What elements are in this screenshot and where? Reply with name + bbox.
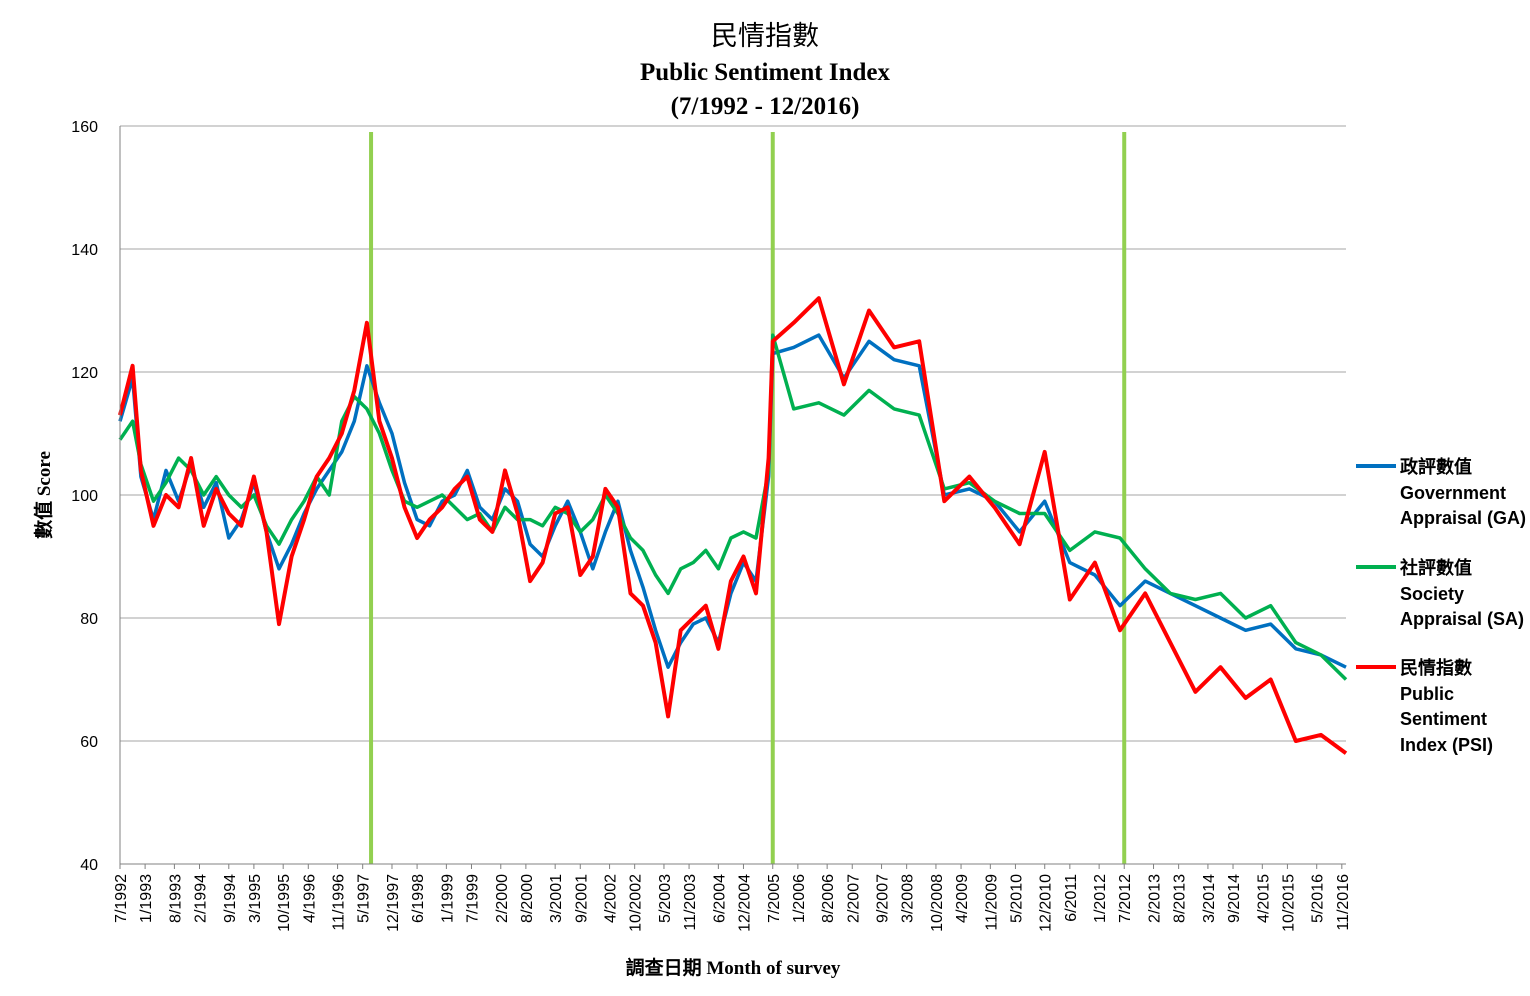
x-tick-label: 2/1994 bbox=[193, 874, 210, 923]
x-tick-label: 12/2010 bbox=[1038, 874, 1055, 932]
x-tick-label: 10/2015 bbox=[1280, 874, 1297, 932]
x-tick-label: 4/2009 bbox=[954, 874, 971, 923]
grid-lines bbox=[120, 125, 1346, 742]
y-tick-label: 140 bbox=[71, 242, 98, 259]
x-tick-label: 4/2002 bbox=[603, 874, 620, 923]
chart-title-en: Public Sentiment Index bbox=[640, 59, 891, 86]
vertical-markers bbox=[369, 132, 1127, 864]
x-tick-label: 6/1998 bbox=[410, 874, 427, 923]
x-tick-label: 6/2004 bbox=[711, 874, 728, 923]
legend-label-sa-en-1: Society bbox=[1400, 584, 1464, 604]
x-tick-label: 8/2000 bbox=[519, 874, 536, 923]
y-tick-label: 40 bbox=[80, 857, 98, 874]
x-tick-label: 8/1993 bbox=[167, 874, 184, 923]
legend-label-ga-en-1: Government bbox=[1400, 483, 1506, 503]
y-tick-label: 80 bbox=[80, 611, 98, 628]
x-tick-label: 7/1999 bbox=[464, 874, 481, 923]
x-tick-label: 1/1993 bbox=[138, 874, 155, 923]
x-tick-label: 1/2006 bbox=[791, 874, 808, 923]
x-tick-label: 12/2004 bbox=[736, 874, 753, 932]
x-tick-label: 9/2014 bbox=[1226, 874, 1243, 923]
x-tick-label: 8/2006 bbox=[820, 874, 837, 923]
x-tick-label: 2/2013 bbox=[1147, 874, 1164, 923]
x-tick-label: 7/2012 bbox=[1117, 874, 1134, 923]
x-tick-label: 3/2014 bbox=[1201, 874, 1218, 923]
x-tick-label: 3/1995 bbox=[247, 874, 264, 923]
x-tick-label: 10/2002 bbox=[628, 874, 645, 932]
x-tick-label: 9/2001 bbox=[573, 874, 590, 923]
y-tick-label: 100 bbox=[71, 488, 98, 505]
x-tick-label: 5/2016 bbox=[1310, 874, 1327, 923]
legend-item-psi: 民情指數 Public Sentiment Index (PSI) bbox=[1356, 657, 1493, 755]
x-tick-label: 4/1996 bbox=[301, 874, 318, 923]
x-tick-label: 1/1999 bbox=[439, 874, 456, 923]
x-tick-label: 10/1995 bbox=[276, 874, 293, 932]
x-tick-label: 7/2005 bbox=[766, 874, 783, 923]
x-tick-label: 11/2016 bbox=[1335, 874, 1352, 931]
x-tick-label: 8/2013 bbox=[1172, 874, 1189, 923]
legend-label-psi-en-2: Sentiment bbox=[1400, 709, 1487, 729]
legend-item-sa: 社評數值 Society Appraisal (SA) bbox=[1356, 557, 1524, 629]
x-tick-label: 4/2015 bbox=[1255, 874, 1272, 923]
x-tick-label: 10/2008 bbox=[929, 874, 946, 932]
legend-label-psi-en-3: Index (PSI) bbox=[1400, 735, 1493, 755]
x-tick-label: 7/1992 bbox=[113, 874, 130, 923]
legend-label-ga-en-2: Appraisal (GA) bbox=[1400, 508, 1526, 528]
legend-label-psi-en-1: Public bbox=[1400, 684, 1454, 704]
x-tick-label: 1/2012 bbox=[1092, 874, 1109, 923]
x-tick-label: 3/2008 bbox=[900, 874, 917, 923]
y-tick-label: 60 bbox=[80, 734, 98, 751]
chart-subtitle: (7/1992 - 12/2016) bbox=[671, 93, 860, 120]
x-tick-label: 11/2003 bbox=[682, 874, 699, 931]
x-axis-ticks: 7/1992 1/1993 8/1993 2/1994 9/1994 3/1995 10/1… bbox=[113, 864, 1352, 932]
series-lines bbox=[118, 296, 1348, 755]
x-tick-label: 9/2007 bbox=[875, 874, 892, 923]
legend-label-ga-zh: 政評數值 bbox=[1400, 456, 1472, 477]
x-tick-label: 2/2000 bbox=[494, 874, 511, 923]
x-tick-label: 2/2007 bbox=[845, 874, 862, 923]
chart-title-zh: 民情指數 bbox=[711, 21, 819, 52]
x-tick-label: 5/2010 bbox=[1008, 874, 1025, 923]
x-tick-label: 12/1997 bbox=[385, 874, 402, 932]
legend-item-ga: 政評數值 Government Appraisal (GA) bbox=[1356, 456, 1526, 528]
y-tick-label: 120 bbox=[71, 365, 98, 382]
x-tick-label: 9/1994 bbox=[222, 874, 239, 923]
x-tick-label: 5/2003 bbox=[657, 874, 674, 923]
legend-label-sa-zh: 社評數值 bbox=[1400, 557, 1472, 578]
x-tick-label: 5/1997 bbox=[356, 874, 373, 923]
series-line-psi bbox=[118, 296, 1348, 755]
legend-label-psi-zh: 民情指數 bbox=[1400, 657, 1472, 678]
y-axis-ticks: 40 60 80 100 120 140 160 bbox=[71, 119, 98, 874]
series-line-ga bbox=[118, 333, 1347, 669]
y-axis-title: 數值 Score bbox=[32, 451, 55, 539]
x-tick-label: 6/2011 bbox=[1063, 874, 1080, 922]
x-axis-title: 調查日期 Month of survey bbox=[626, 956, 841, 979]
legend-label-sa-en-2: Appraisal (SA) bbox=[1400, 609, 1524, 629]
x-tick-label: 3/2001 bbox=[548, 874, 565, 923]
x-tick-label: 11/2009 bbox=[983, 874, 1000, 931]
legend: 政評數值 Government Appraisal (GA) 社評數值 Soci… bbox=[1356, 456, 1526, 755]
x-tick-label: 11/1996 bbox=[331, 874, 348, 931]
y-tick-label: 160 bbox=[71, 119, 98, 136]
